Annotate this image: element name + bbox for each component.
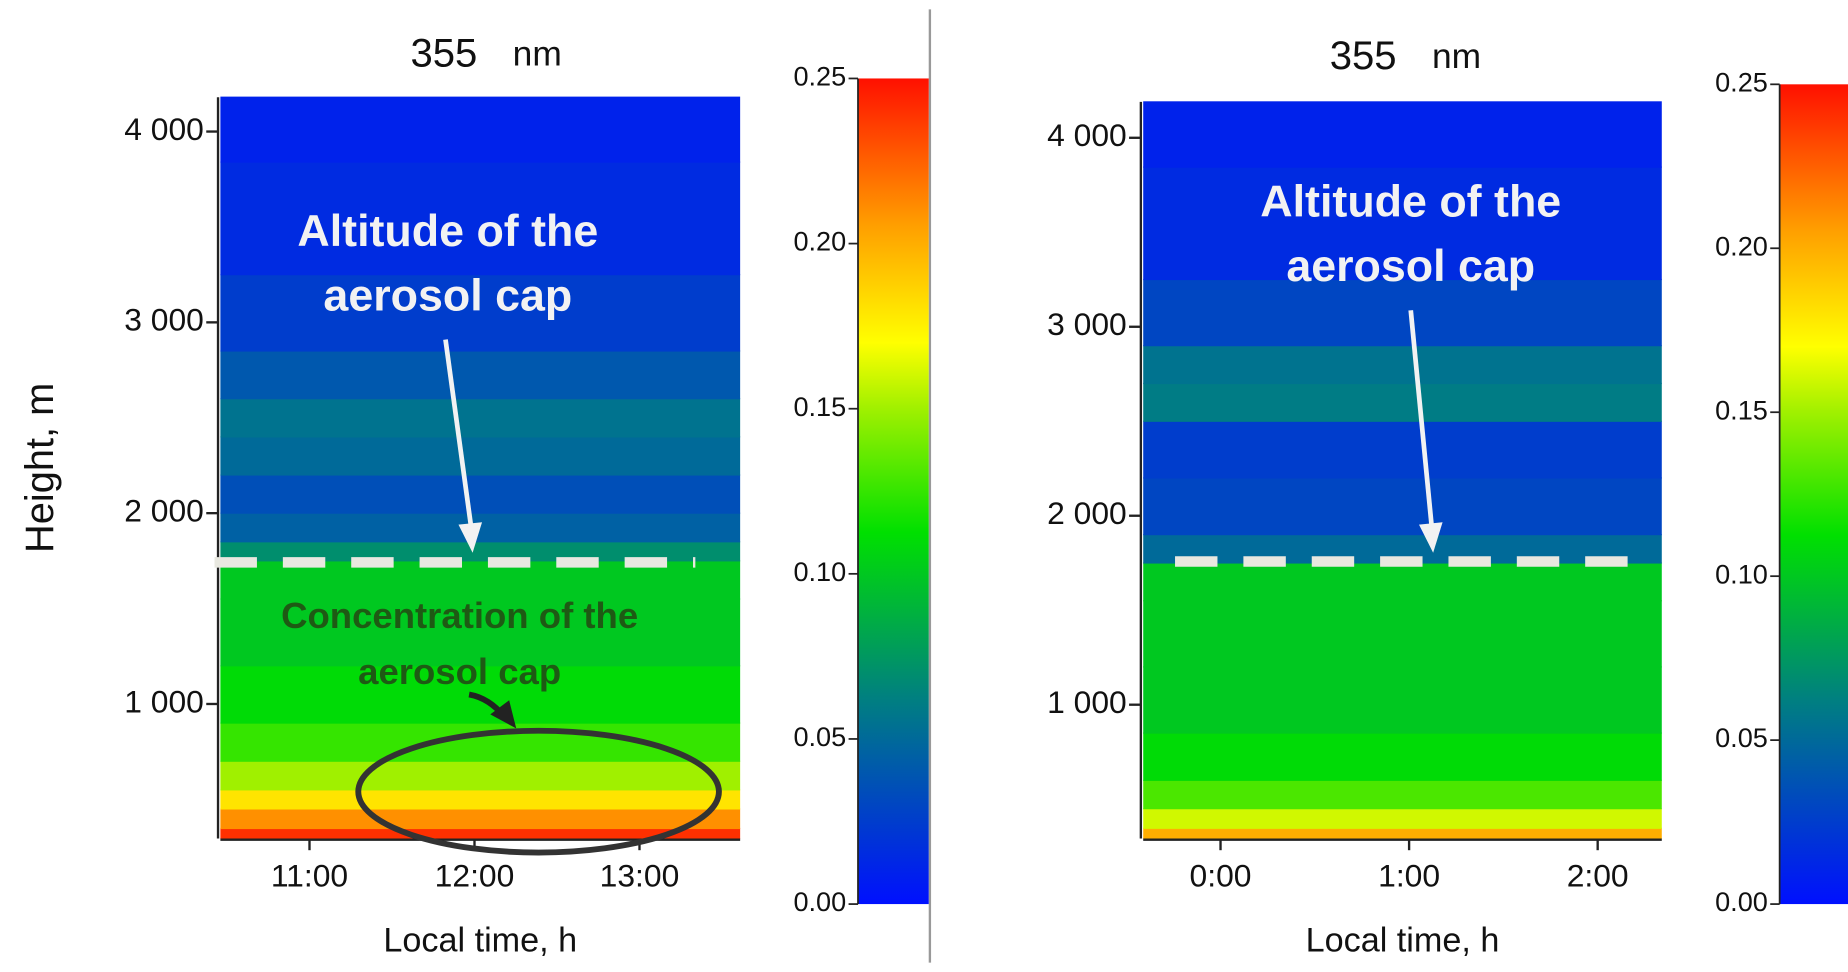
colorbar-tick-label: 0.10	[1715, 559, 1768, 589]
annotation: Concentration of the	[281, 595, 638, 636]
colorbar-tick-label: 0.05	[1715, 723, 1768, 753]
y-tick-label: 1 000	[1047, 684, 1127, 720]
x-tick-label: 2:00	[1567, 858, 1629, 894]
colorbar-tick-label: 0.15	[793, 392, 846, 422]
heatmap-band	[1143, 732, 1662, 780]
x-tick-label: 1:00	[1378, 858, 1440, 894]
heatmap-band	[220, 436, 740, 475]
y-tick-label: 3 000	[1047, 306, 1127, 342]
heatmap-band	[1143, 666, 1662, 733]
x-tick-label: 11:00	[271, 858, 348, 894]
colorbar-tick-label: 0.05	[793, 722, 846, 752]
panel-title: 355	[410, 32, 477, 76]
colorbar-tick-label: 0.00	[1715, 887, 1768, 917]
panel-title-unit: nm	[513, 35, 562, 74]
heatmap-band	[220, 97, 740, 163]
heatmap-band	[1143, 421, 1662, 479]
y-axis-label: Height, m	[18, 383, 62, 553]
x-tick-label: 13:00	[600, 858, 680, 894]
y-tick-label: 4 000	[1047, 117, 1127, 153]
y-tick-label: 2 000	[124, 493, 204, 529]
colorbar	[1780, 84, 1848, 904]
heatmap-band	[220, 722, 740, 761]
colorbar-tick-label: 0.25	[1715, 68, 1768, 98]
heatmap-band	[1143, 562, 1662, 601]
heatmap-band	[1143, 780, 1662, 810]
heatmap-band	[1143, 808, 1662, 829]
heatmap-band	[220, 474, 740, 513]
heatmap-band	[220, 350, 740, 399]
heatmap-band	[220, 761, 740, 791]
panel-title-unit: nm	[1432, 37, 1481, 76]
colorbar-tick-label: 0.00	[793, 887, 846, 917]
annotation: aerosol cap	[323, 272, 572, 321]
heatmap-band	[220, 808, 740, 829]
annotation: aerosol cap	[358, 651, 561, 692]
heatmap-band	[220, 789, 740, 809]
heatmap-band	[1143, 101, 1662, 167]
y-tick-label: 3 000	[124, 302, 204, 338]
y-tick-label: 2 000	[1047, 495, 1127, 531]
x-axis-label: Local time, h	[383, 922, 577, 960]
colorbar-tick-label: 0.20	[1715, 231, 1768, 261]
colorbar-tick-label: 0.25	[793, 62, 846, 92]
colorbar-tick-label: 0.15	[1715, 395, 1768, 425]
colorbar-tick-label: 0.10	[793, 557, 846, 587]
heatmap-band	[1143, 383, 1662, 422]
x-tick-label: 0:00	[1190, 858, 1252, 894]
panel-title: 355	[1330, 34, 1397, 78]
x-tick-label: 12:00	[435, 858, 515, 894]
y-tick-label: 4 000	[124, 111, 204, 147]
annotation: Altitude of the	[297, 207, 598, 256]
annotation: Altitude of the	[1260, 178, 1561, 227]
colorbar	[858, 78, 929, 904]
y-tick-label: 1 000	[124, 683, 204, 719]
heatmap-band	[1143, 600, 1662, 667]
heatmap-band	[220, 398, 740, 437]
heatmap-band	[1143, 345, 1662, 384]
colorbar-tick-label: 0.20	[793, 227, 846, 257]
annotation: aerosol cap	[1286, 242, 1535, 291]
heatmap-band	[1143, 828, 1662, 839]
x-axis-label: Local time, h	[1306, 922, 1500, 960]
heatmap-band	[1143, 477, 1662, 535]
